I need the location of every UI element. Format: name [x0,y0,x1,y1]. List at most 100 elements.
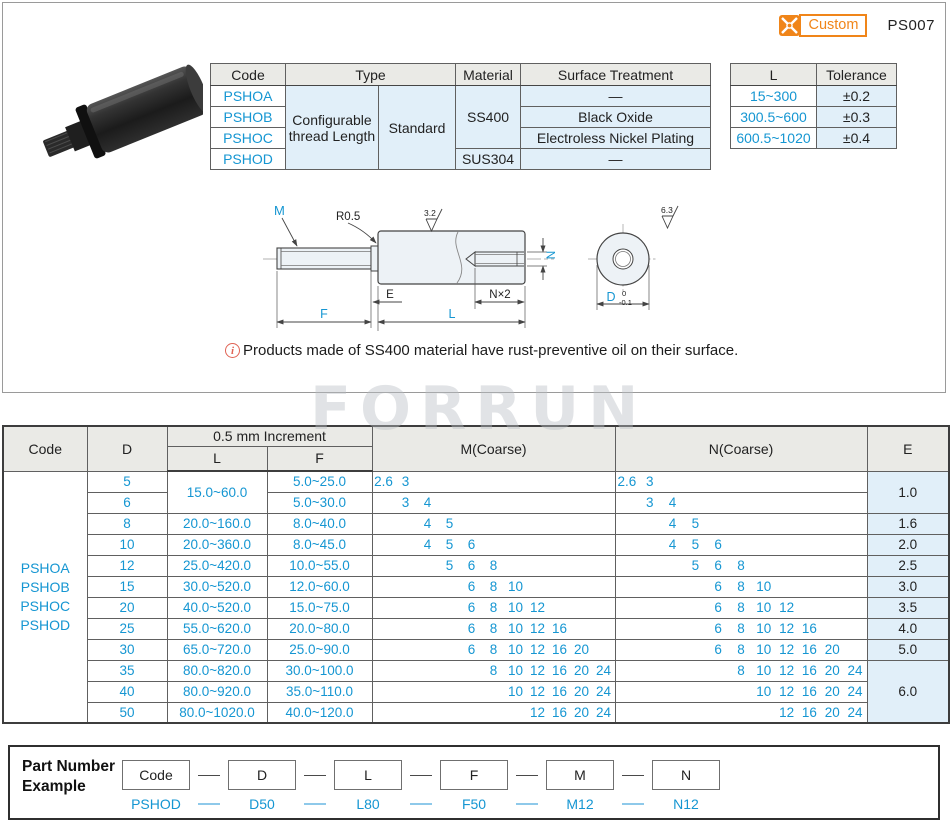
thread-size: 20 [824,704,840,720]
thread-size: 16 [801,642,817,657]
spec-table: Code Type Material Surface Treatment PSH… [210,63,712,170]
cell-f-range: 30.0~100.0 [266,659,373,682]
thread-size: 8 [737,621,745,636]
part-number-box: F [440,760,508,790]
cell-f-range: 10.0~55.0 [266,554,373,577]
cell-e: 3.5 [866,596,950,619]
roughness-symbol-body: 3.2 [424,208,443,233]
roughness-symbol-end: 6.3 [661,205,679,230]
col-header-l: L [166,445,268,472]
thread-size: 4 [668,495,677,510]
thread-size: 8 [489,600,498,615]
table-row: PSHOA PSHOB PSHOC PSHOD 5 15.0~60.0 5.0~25.0 2.… [2,470,950,724]
thread-size: 12 [530,704,546,720]
thread-size: 16 [552,642,568,657]
table-row: 15~300 ±0.2 [730,85,897,107]
thread-size: 16 [801,704,817,720]
table-row: 300.5~600 ±0.3 [730,106,897,128]
cell-e: 2.0 [866,533,950,556]
dim-n-side: N [527,238,558,280]
svg-text:6.3: 6.3 [661,205,673,215]
cell-d: 6 [86,491,168,514]
table-row: 15 30.0~520.0 12.0~60.0 6 8 10 6 8 10 3.0 [3,575,950,598]
cell-n-sizes: 12 16 20 24 [614,701,868,724]
cell-material: SS400 [455,85,522,149]
cell-type-standard: Standard [377,85,457,170]
cell-l-range: 20.0~160.0 [166,512,268,535]
thread-size: 12 [530,642,546,657]
thread-size: 10 [756,642,772,657]
table-row: 12 25.0~420.0 10.0~55.0 5 6 8 5 6 8 2.5 [3,554,950,577]
thread-size: 6 [467,579,476,594]
thread-size: 12 [779,621,795,636]
cell-d: 35 [86,659,168,682]
cell-m-sizes: 10 12 16 20 24 [371,680,616,703]
cell-n-sizes: 8 10 12 16 20 24 [614,659,868,682]
thread-size: 16 [801,663,817,678]
thread-size: 10 [508,642,524,657]
cell-f-range: 40.0~120.0 [266,701,373,724]
table-row: PSHOA Configurable thread Length Standar… [210,85,712,170]
col-header-tolerance: Tolerance [816,63,897,86]
custom-badge[interactable]: Custom [778,14,868,37]
cell-l-range: 80.0~920.0 [166,680,268,703]
thread-size: 8 [737,642,745,657]
cell-surface: Black Oxide [520,106,712,128]
custom-badge-label: Custom [799,14,868,37]
thread-size: 12 [779,684,795,699]
cell-m-sizes: 6 8 10 12 16 [371,617,616,640]
thread-size: 10 [508,579,524,594]
page-header: Custom PS007 [778,14,935,37]
part-number-box: M [546,760,614,790]
dimension-table: Code D 0.5 mm Increment M(Coarse) N(Coar… [2,425,950,724]
thread-size: 10 [756,579,772,594]
cell-code: PSHOD [210,148,286,170]
dim-label-m: M [274,203,285,218]
table-row: 35 80.0~820.0 30.0~100.0 8 10 12 16 20 24 8 10 12 16… [3,659,950,724]
thread-size: 6 [714,558,722,573]
cell-l-range: 30.0~520.0 [166,575,268,598]
part-number-box: Code [122,760,190,790]
thread-size: 20 [574,684,590,699]
part-number-box: D [228,760,296,790]
thread-size: 8 [489,558,498,573]
col-header-d: D [86,425,168,472]
thread-size: 6 [714,537,722,552]
table-row: 20 40.0~520.0 15.0~75.0 6 8 10 12 6 8 10 12 3.5 [3,596,950,619]
dim-l: L [377,286,526,328]
thread-size: 5 [445,516,454,531]
cell-e: 6.0 [866,659,950,724]
material-note: i Products made of SS400 material have r… [225,342,738,359]
thread-size: 12 [779,704,795,720]
part-number-value: M12 [566,796,594,812]
thread-size: 3 [645,495,654,510]
cell-n-sizes: 10 12 16 20 24 [614,680,868,703]
cell-code: PSHOB [210,106,286,128]
table-row: PSHOB Black Oxide [210,106,712,128]
thread-size: 20 [574,704,590,720]
cell-e: 5.0 [866,638,950,661]
custom-icon [779,15,801,36]
thread-size: 16 [552,663,568,678]
thread-size: 20 [824,642,840,657]
thread-size: 6 [467,558,476,573]
cell-m-sizes: 6 8 10 12 [371,596,616,619]
thread-size: 6 [467,600,476,615]
svg-text:3.2: 3.2 [424,208,436,218]
thread-size: 16 [552,704,568,720]
cell-surface: Electroless Nickel Plating [520,127,712,149]
col-header-code: Code [210,63,286,86]
thread-size: 6 [714,600,722,615]
thread-size: 12 [530,600,546,615]
dim-label-n: N [544,251,558,260]
dash-separator [402,774,440,776]
thread-size: 20 [574,642,590,657]
part-number-value: N12 [673,796,699,812]
tolerance-table: L Tolerance 15~300 ±0.2 300.5~600 ±0.3 6… [730,63,897,149]
technical-drawing: M R0.5 3.2 N [263,203,679,331]
cell-f-range: 5.0~25.0 [266,470,373,493]
